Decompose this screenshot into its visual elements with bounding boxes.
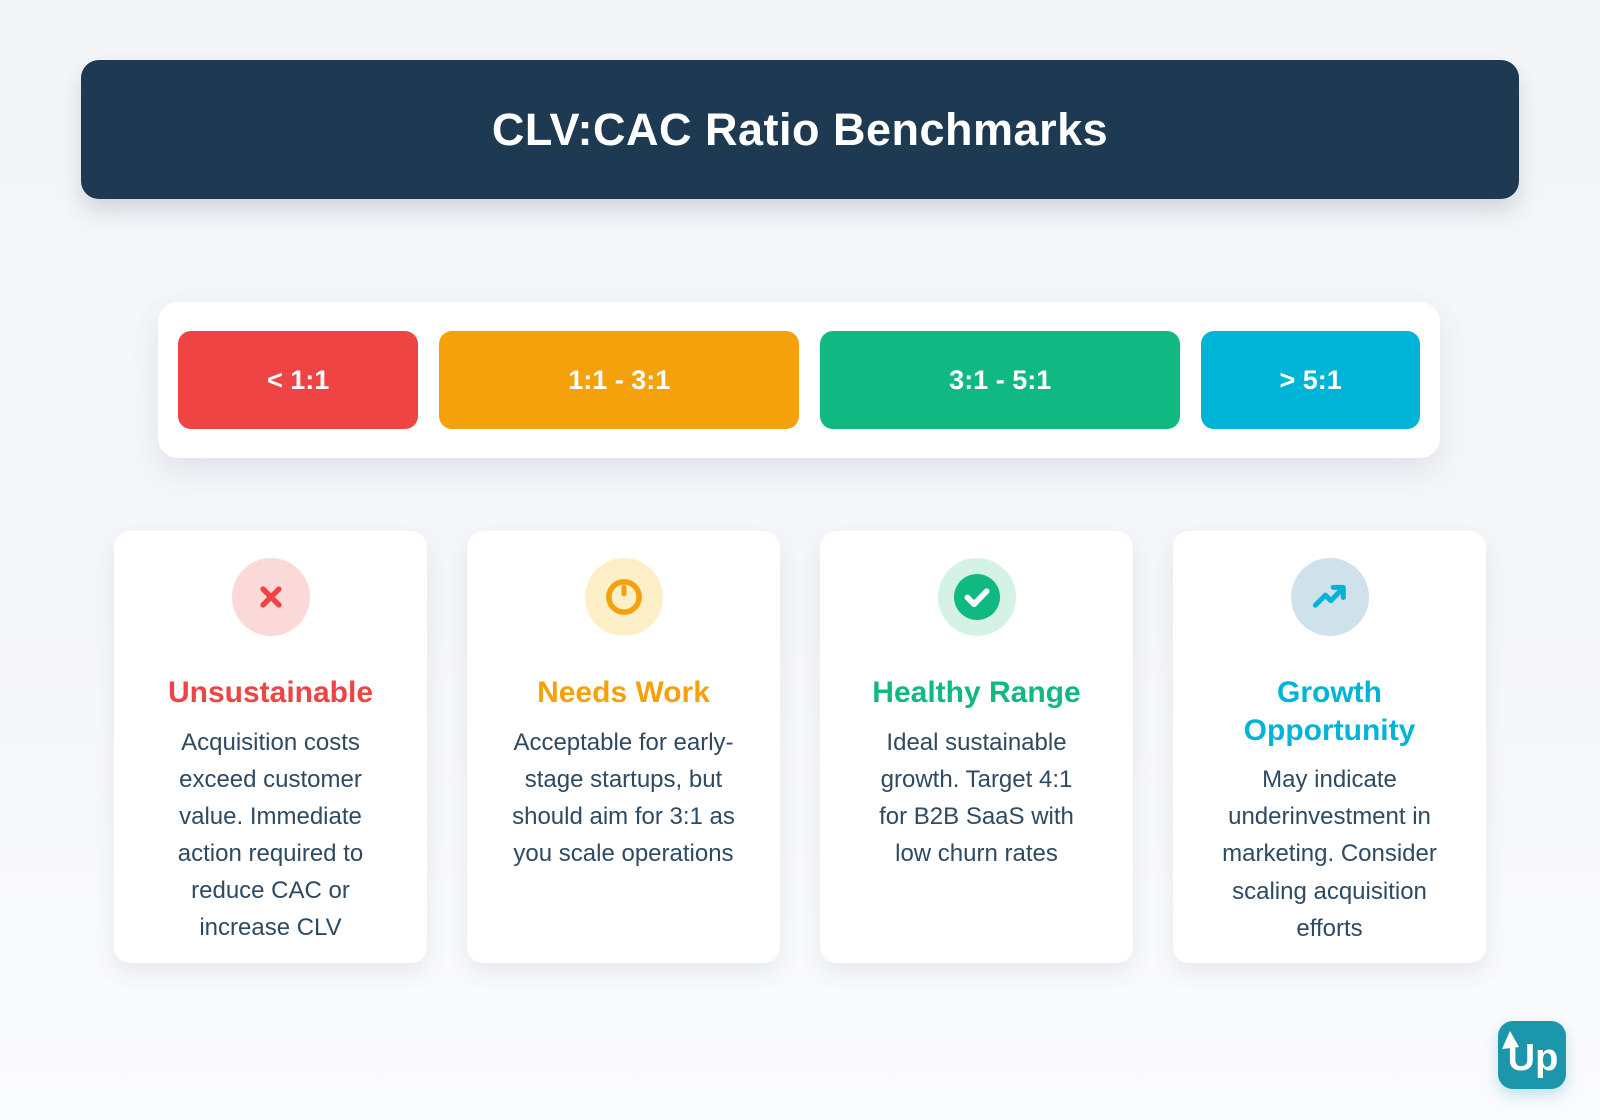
ratio-segment-3-to-5: 3:1 - 5:1 <box>820 331 1181 429</box>
card-title: Growth Opportunity <box>1243 676 1416 747</box>
card-growth-opportunity: Growth Opportunity May indicate underinv… <box>1173 531 1486 963</box>
card-description: May indicate underinvestment in marketin… <box>1222 766 1437 942</box>
clock-icon <box>602 575 646 619</box>
card-icon-circle <box>937 558 1016 636</box>
up-logo-icon: Up <box>1498 1021 1566 1089</box>
card-title: Unsustainable <box>167 676 374 709</box>
card-description: Acquisition costs exceed customer value.… <box>177 728 364 942</box>
x-icon <box>251 577 291 617</box>
card-icon-circle <box>584 558 663 636</box>
ratio-segment-over-5: > 5:1 <box>1201 331 1420 429</box>
trending-up-icon <box>1308 575 1352 619</box>
ratio-segment-under-1: < 1:1 <box>178 331 419 429</box>
ratio-bar: < 1:1 1:1 - 3:1 3:1 - 5:1 > 5:1 <box>158 302 1440 458</box>
card-unsustainable: Unsustainable Acquisition costs exceed c… <box>114 531 427 963</box>
card-icon-circle <box>231 558 310 636</box>
card-title: Healthy Range <box>872 676 1081 709</box>
page-title: CLV:CAC Ratio Benchmarks <box>491 103 1109 155</box>
brand-logo: Up <box>1498 1021 1566 1089</box>
card-icon-circle <box>1290 558 1369 636</box>
card-title: Needs Work <box>537 676 710 709</box>
ratio-segment-1-to-3: 1:1 - 3:1 <box>439 331 800 429</box>
header-banner: CLV:CAC Ratio Benchmarks <box>81 60 1519 199</box>
card-description: Acceptable for early- stage startups, bu… <box>512 728 735 868</box>
card-healthy-range: Healthy Range Ideal sustainable growth. … <box>820 531 1133 963</box>
benchmark-cards-row: Unsustainable Acquisition costs exceed c… <box>114 531 1486 963</box>
check-circle-icon <box>953 574 1000 620</box>
card-description: Ideal sustainable growth. Target 4:1 for… <box>879 728 1074 868</box>
card-needs-work: Needs Work Acceptable for early- stage s… <box>467 531 780 963</box>
